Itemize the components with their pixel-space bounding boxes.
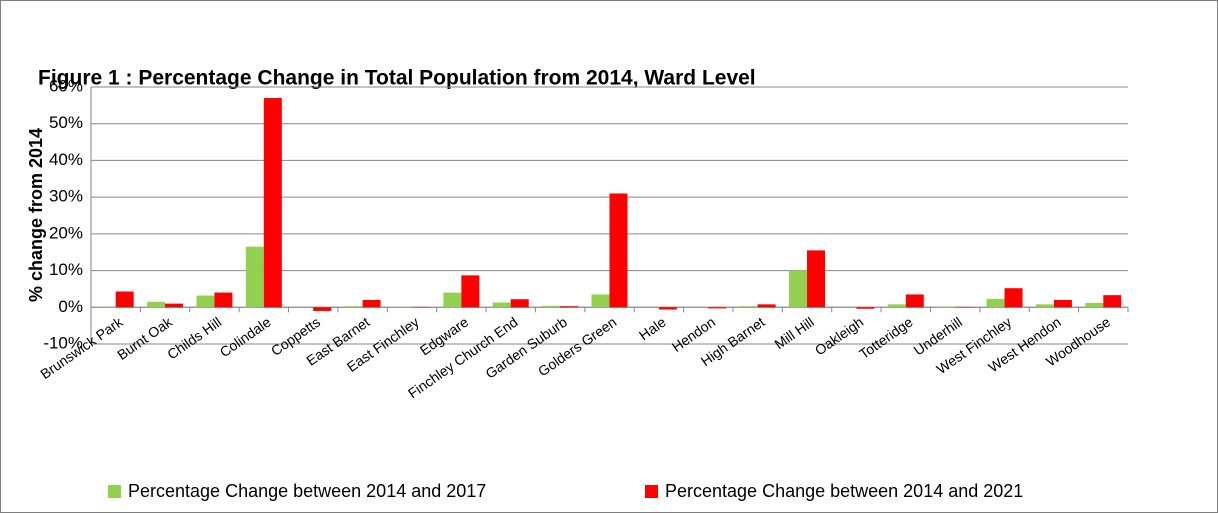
y-tick-label: 40% bbox=[49, 150, 83, 169]
bar bbox=[807, 250, 826, 308]
y-tick-label: 30% bbox=[49, 187, 83, 206]
bar bbox=[344, 306, 363, 308]
bar bbox=[609, 193, 628, 308]
chart-title: Figure 1 : Percentage Change in Total Po… bbox=[38, 67, 756, 90]
bar bbox=[1004, 288, 1023, 308]
bar bbox=[905, 294, 924, 308]
bar bbox=[362, 299, 381, 308]
bar bbox=[789, 270, 808, 308]
bar bbox=[443, 292, 462, 308]
legend-label: Percentage Change between 2014 and 2021 bbox=[665, 481, 1023, 501]
y-tick-label: 50% bbox=[49, 113, 83, 132]
bar bbox=[214, 292, 233, 308]
bar bbox=[1103, 295, 1122, 308]
legend-swatch bbox=[645, 485, 658, 498]
bar bbox=[658, 307, 677, 310]
bar bbox=[313, 307, 332, 311]
y-axis-label: % change from 2014 bbox=[26, 128, 46, 302]
legend-swatch bbox=[108, 485, 121, 498]
bar bbox=[591, 294, 610, 308]
bar bbox=[887, 304, 906, 308]
bar bbox=[1085, 302, 1104, 308]
bar bbox=[510, 299, 529, 308]
bar bbox=[757, 304, 776, 308]
bar bbox=[196, 295, 215, 308]
bar bbox=[147, 301, 166, 308]
bar bbox=[1053, 299, 1072, 308]
bar bbox=[245, 246, 264, 308]
bar bbox=[542, 305, 561, 308]
y-tick-label: 0% bbox=[58, 297, 83, 316]
y-tick-label: 10% bbox=[49, 260, 83, 279]
bar bbox=[560, 306, 579, 308]
legend-label: Percentage Change between 2014 and 2017 bbox=[128, 481, 486, 501]
bar bbox=[986, 298, 1005, 308]
bar bbox=[492, 302, 511, 308]
y-tick-label: 20% bbox=[49, 223, 83, 242]
bar bbox=[708, 307, 727, 309]
bar bbox=[739, 306, 758, 308]
bar bbox=[263, 98, 282, 308]
bar bbox=[461, 275, 480, 308]
bar bbox=[937, 306, 956, 308]
y-tick-label: -10% bbox=[43, 333, 83, 352]
bar bbox=[165, 303, 184, 308]
bar bbox=[856, 307, 875, 309]
bar bbox=[115, 291, 134, 308]
y-tick-label: 60% bbox=[49, 76, 83, 95]
bar bbox=[1035, 304, 1054, 308]
